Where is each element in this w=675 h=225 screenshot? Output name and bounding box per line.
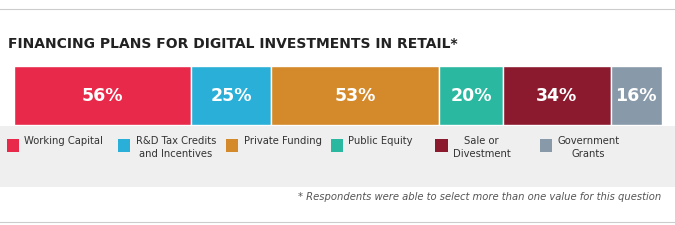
Text: FINANCING PLANS FOR DIGITAL INVESTMENTS IN RETAIL*: FINANCING PLANS FOR DIGITAL INVESTMENTS …	[8, 37, 458, 51]
Text: Public Equity: Public Equity	[348, 136, 413, 146]
Bar	[331, 139, 343, 152]
Text: * Respondents were able to select more than one value for this question: * Respondents were able to select more t…	[298, 192, 662, 202]
Text: 56%: 56%	[82, 87, 124, 105]
Text: 34%: 34%	[536, 87, 577, 105]
Text: 53%: 53%	[334, 87, 376, 105]
Bar	[226, 139, 238, 152]
Bar	[611, 66, 662, 125]
Text: Private Funding: Private Funding	[244, 136, 322, 146]
Text: 16%: 16%	[616, 87, 657, 105]
Bar	[14, 66, 192, 125]
Bar	[271, 66, 439, 125]
Text: Sale or
Divestment: Sale or Divestment	[453, 136, 511, 159]
Bar	[540, 139, 552, 152]
Text: Working Capital: Working Capital	[24, 136, 103, 146]
Text: R&D Tax Credits
and Incentives: R&D Tax Credits and Incentives	[136, 136, 216, 159]
Text: 20%: 20%	[450, 87, 491, 105]
Bar	[435, 139, 448, 152]
Bar	[7, 139, 19, 152]
Bar	[118, 139, 130, 152]
Bar	[192, 66, 271, 125]
Bar	[503, 66, 611, 125]
Text: 25%: 25%	[211, 87, 252, 105]
Text: Government
Grants: Government Grants	[558, 136, 620, 159]
Bar	[439, 66, 503, 125]
